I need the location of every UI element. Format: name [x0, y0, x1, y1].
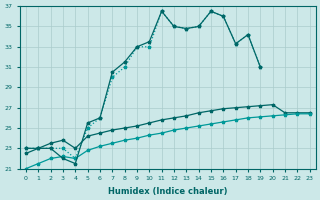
X-axis label: Humidex (Indice chaleur): Humidex (Indice chaleur): [108, 187, 228, 196]
